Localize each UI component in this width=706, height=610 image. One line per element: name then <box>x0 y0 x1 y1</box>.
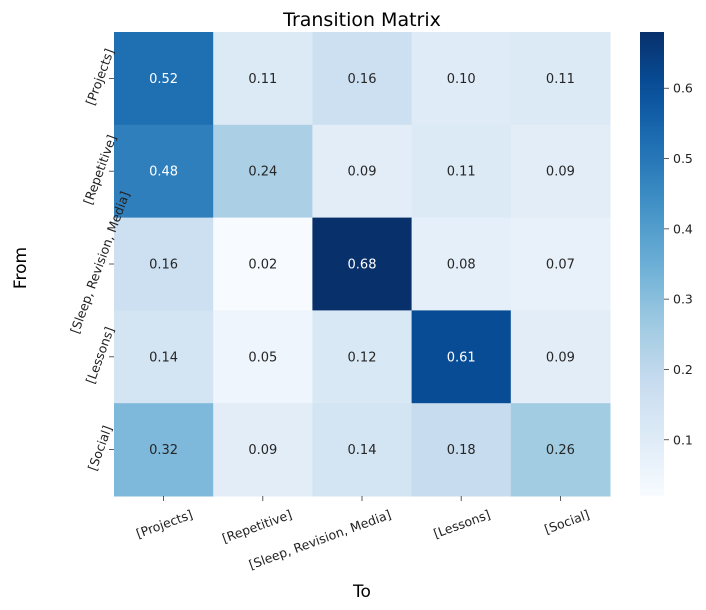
cell-value-r4-c3: 0.18 <box>447 443 476 458</box>
chart-title: Transition Matrix <box>282 9 441 31</box>
colorbar-tick-label-5: 0.6 <box>673 81 693 96</box>
heatmap-cell-r1-c3 <box>411 124 512 219</box>
heatmap-cell-r3-c1 <box>213 310 313 404</box>
cell-value-r0-c3: 0.10 <box>447 72 476 87</box>
heatmap-cell-r2-c3 <box>411 217 512 311</box>
heatmap-cell-r4-c3 <box>411 403 512 497</box>
cell-value-r3-c2: 0.12 <box>348 350 377 365</box>
colorbar-tick-label-4: 0.5 <box>673 151 693 166</box>
y-tick-label-1: [Repetitive] <box>80 133 119 207</box>
x-tick-labels: [Projects] [Repetitive][Sleep, Revision, … <box>134 496 591 572</box>
x-axis-label: To <box>352 582 371 602</box>
cell-value-r4-c1: 0.09 <box>248 443 277 458</box>
y-tick-label-3: [Lessons] <box>83 325 117 386</box>
x-tick-label-4: [Social] <box>542 507 591 537</box>
x-tick-label-1: [Repetitive] <box>220 507 294 546</box>
colorbar-tick-label-1: 0.2 <box>673 362 693 377</box>
heatmap-cell-r1-c1 <box>213 124 313 219</box>
cell-value-r0-c4: 0.11 <box>546 72 575 87</box>
cell-value-r4-c4: 0.26 <box>546 443 575 458</box>
colorbar-tick-label-2: 0.3 <box>673 292 693 307</box>
cell-value-r2-c2: 0.68 <box>348 258 377 273</box>
cell-value-r3-c0: 0.14 <box>149 350 178 365</box>
heatmap-cell-r4-c2 <box>312 403 413 497</box>
cell-value-r0-c1: 0.11 <box>248 72 277 87</box>
heatmap-cell-r0-c1 <box>213 32 313 126</box>
x-tick-label-0: [Projects] <box>134 507 195 541</box>
cell-value-r1-c0: 0.48 <box>149 165 178 180</box>
cell-value-r4-c0: 0.32 <box>149 443 178 458</box>
cell-value-r2-c0: 0.16 <box>149 258 178 273</box>
cell-value-r1-c2: 0.09 <box>348 165 377 180</box>
heatmap-cell-r0-c3 <box>411 32 512 126</box>
cell-value-r4-c2: 0.14 <box>348 443 377 458</box>
cell-value-r3-c1: 0.05 <box>248 350 277 365</box>
cell-value-r3-c3: 0.61 <box>447 350 476 365</box>
heatmap-cell-r2-c4 <box>510 217 611 311</box>
heatmap-cell-r1-c0 <box>114 124 214 219</box>
cell-value-r3-c4: 0.09 <box>546 350 575 365</box>
y-tick-label-4: [Social] <box>85 423 115 472</box>
heatmap-cell-r3-c4 <box>510 310 611 404</box>
y-tick-label-0: [Projects] <box>83 47 117 108</box>
heatmap-cell-r4-c0 <box>114 403 214 497</box>
heatmap-cell-r1-c2 <box>312 124 413 219</box>
cell-value-r2-c4: 0.07 <box>546 258 575 273</box>
cell-value-r1-c4: 0.09 <box>546 165 575 180</box>
heatmap-cell-r3-c3 <box>411 310 512 404</box>
heatmap-cell-r2-c0 <box>114 217 214 311</box>
heatmap-cell-r1-c4 <box>510 124 611 219</box>
cell-value-r2-c3: 0.08 <box>447 258 476 273</box>
colorbar-bar <box>640 32 664 496</box>
heatmap-cell-r0-c0 <box>114 32 214 126</box>
cell-value-r2-c1: 0.02 <box>248 258 277 273</box>
heatmap-cell-r0-c4 <box>510 32 611 126</box>
heatmap-cell-r2-c1 <box>213 217 313 311</box>
x-tick-label-3: [Lessons] <box>431 507 492 541</box>
y-axis-label: From <box>11 247 31 289</box>
colorbar-tick-label-0: 0.1 <box>673 432 693 447</box>
heatmap-cell-r3-c2 <box>312 310 413 404</box>
cell-value-r1-c1: 0.24 <box>248 165 277 180</box>
heatmap-cell-r4-c1 <box>213 403 313 497</box>
cell-value-r0-c0: 0.52 <box>149 72 178 87</box>
heatmap-cell-r3-c0 <box>114 310 214 404</box>
heatmap-cell-r0-c2 <box>312 32 413 126</box>
heatmap-cells: 0.52 0.11 0.16 0.10 0.11 0.48 0.24 0.09 0.11 0.09… <box>114 32 611 497</box>
heatmap-cell-r2-c2 <box>312 217 413 311</box>
cell-value-r0-c2: 0.16 <box>348 72 377 87</box>
cell-value-r1-c3: 0.11 <box>447 165 476 180</box>
colorbar-tick-label-3: 0.4 <box>673 221 693 236</box>
heatmap-cell-r4-c4 <box>510 403 611 497</box>
colorbar: 0.1 0.2 0.3 0.4 0.5 0.6 <box>640 32 693 496</box>
